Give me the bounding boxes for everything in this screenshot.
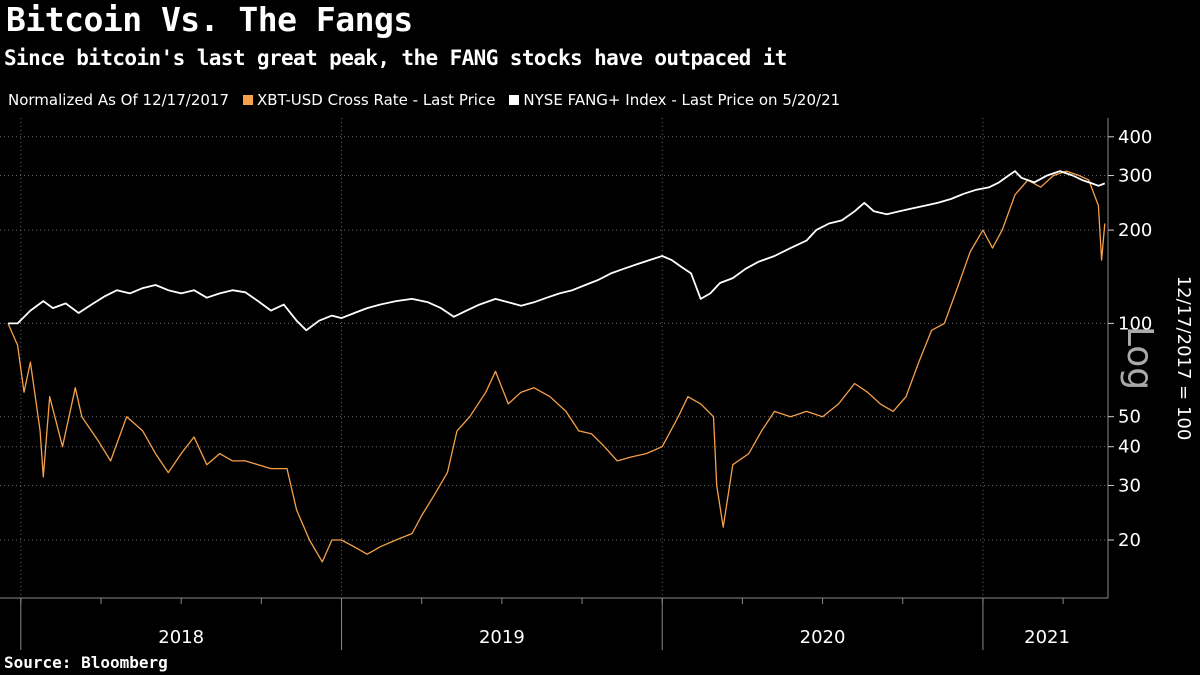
x-tick-label: 2021: [1024, 627, 1070, 648]
y-tick-label: 50: [1118, 407, 1141, 428]
x-tick-label: 2019: [479, 627, 525, 648]
source-note: Source: Bloomberg: [4, 653, 168, 672]
y-tick-label: 40: [1118, 437, 1141, 458]
x-tick-label: 2020: [800, 627, 846, 648]
legend-label-xbt: XBT-USD Cross Rate - Last Price: [257, 91, 496, 109]
gridlines: [0, 118, 1108, 598]
y-tick-label: 20: [1118, 530, 1141, 551]
legend: Normalized As Of 12/17/2017 XBT-USD Cros…: [8, 91, 840, 109]
y-tick-label: 30: [1118, 475, 1141, 496]
axes: [0, 118, 1109, 599]
y-tick-label: 200: [1118, 220, 1152, 241]
y-axis: 20 30 40 50 100 200 300 400: [1108, 127, 1152, 551]
x-axis: 2018 2019 2020 2021: [20, 598, 1070, 650]
chart-subtitle: Since bitcoin's last great peak, the FAN…: [4, 46, 787, 70]
y-axis-log-label: Log: [1119, 326, 1160, 390]
legend-swatch-xbt: [243, 95, 253, 105]
legend-label-fang: NYSE FANG+ Index - Last Price on 5/20/21: [523, 91, 841, 109]
chart-title: Bitcoin Vs. The Fangs: [6, 0, 413, 39]
series-line-fang: [8, 170, 1106, 332]
y-tick-label: 100: [1118, 313, 1152, 334]
series-line-xbt: [7, 170, 1106, 563]
series-lines: [7, 170, 1106, 563]
y-tick-label: 300: [1118, 166, 1152, 187]
legend-swatch-fang: [509, 95, 520, 105]
y-axis-label: 12/17/2017 = 100: [1173, 276, 1194, 441]
legend-normalized-note: Normalized As Of 12/17/2017: [8, 91, 229, 109]
y-tick-label: 400: [1118, 127, 1152, 148]
x-tick-label: 2018: [158, 627, 204, 648]
